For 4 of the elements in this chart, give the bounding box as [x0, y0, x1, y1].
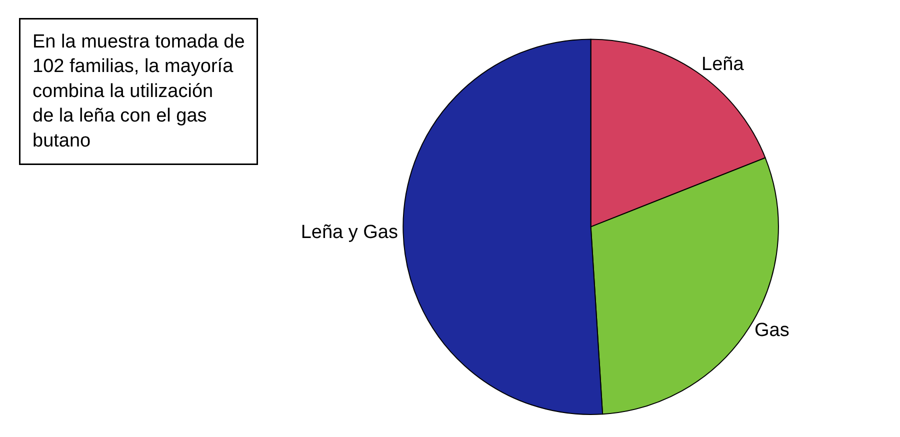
slice-label: Leña: [702, 54, 744, 75]
slice-label: Leña y Gas: [300, 222, 398, 244]
slice-label: Gas: [754, 320, 790, 341]
text: En la muestra tomada de 102 familias, la mayoría combina la utilización de la leña con el gas butano: [32, 32, 245, 152]
